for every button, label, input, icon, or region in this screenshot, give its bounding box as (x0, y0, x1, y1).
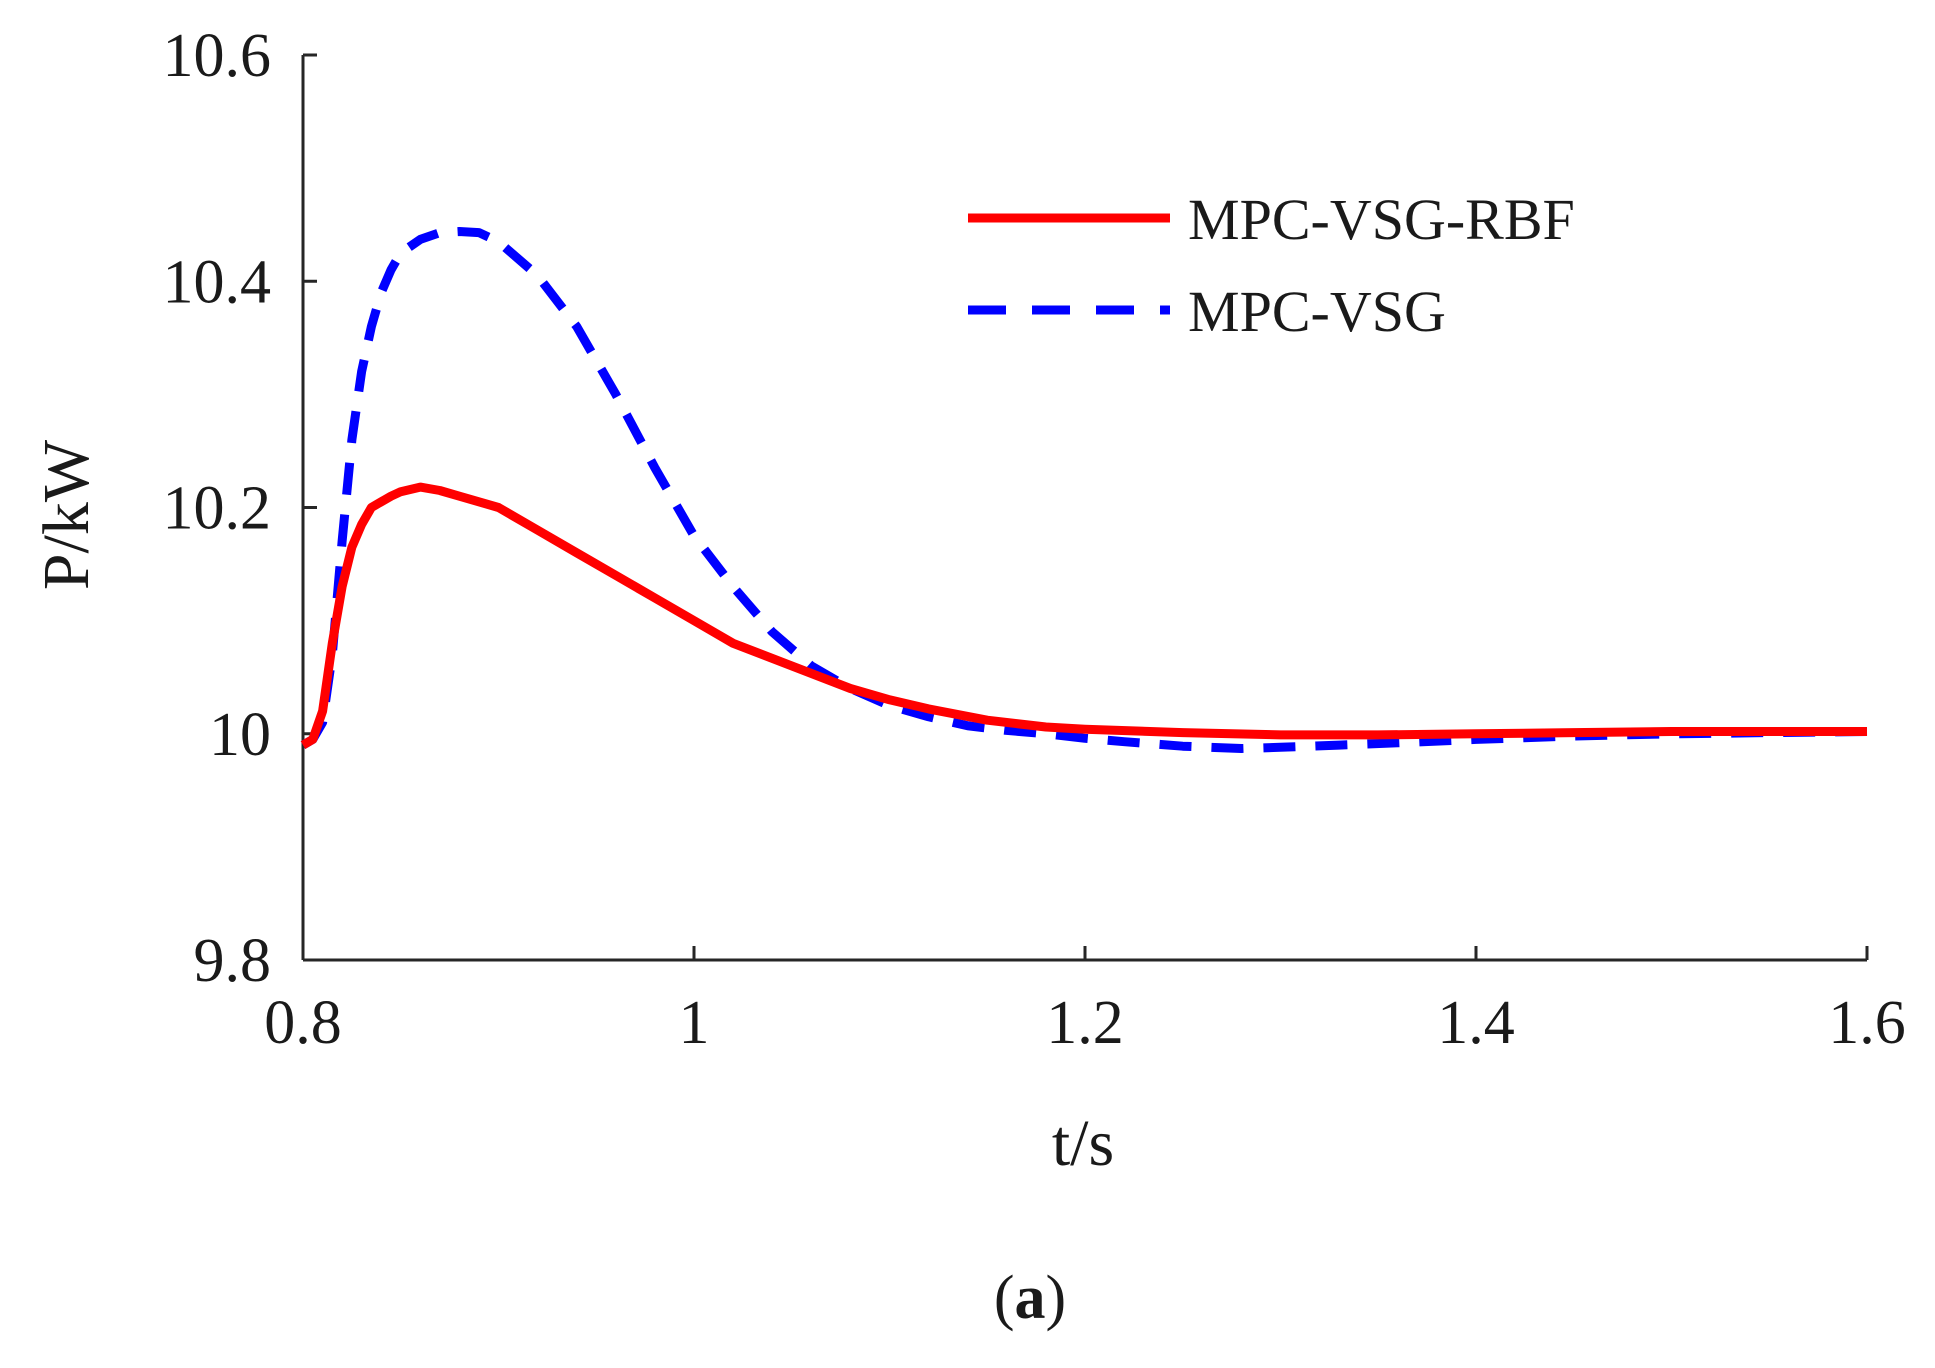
panel-label: (a) (994, 1264, 1066, 1332)
x-tick-label: 1.6 (1828, 989, 1906, 1057)
panel-label-open: ( (994, 1264, 1015, 1332)
series-line-mpc-vsg (300, 227, 1868, 753)
y-tick-label: 9.8 (194, 927, 272, 995)
x-axis-label: t/s (1052, 1107, 1114, 1180)
x-tick-label: 1.2 (1046, 989, 1124, 1057)
y-tick-label: 10.4 (163, 248, 272, 316)
y-tick-label: 10.6 (163, 22, 272, 90)
x-tick-label: 1 (679, 989, 710, 1057)
series-line-mpc-vsg-rbf (300, 482, 1867, 749)
x-tick-label: 1.4 (1437, 989, 1515, 1057)
plot-area (300, 227, 1868, 753)
x-tick-label: 0.8 (264, 989, 342, 1057)
legend: MPC-VSG-RBF MPC-VSG (968, 187, 1575, 344)
panel-label-close: ) (1046, 1264, 1067, 1332)
y-axis-label: P/kW (30, 439, 103, 590)
panel-label-letter: a (1015, 1264, 1046, 1332)
axes: 0.8 1 1.2 1.4 1.6 9.8 10 10.2 10.4 10.6 (163, 22, 1906, 1057)
legend-label: MPC-VSG (1188, 279, 1446, 344)
y-tick-label: 10 (209, 701, 271, 769)
legend-label: MPC-VSG-RBF (1188, 187, 1575, 252)
y-tick-label: 10.2 (163, 475, 272, 543)
